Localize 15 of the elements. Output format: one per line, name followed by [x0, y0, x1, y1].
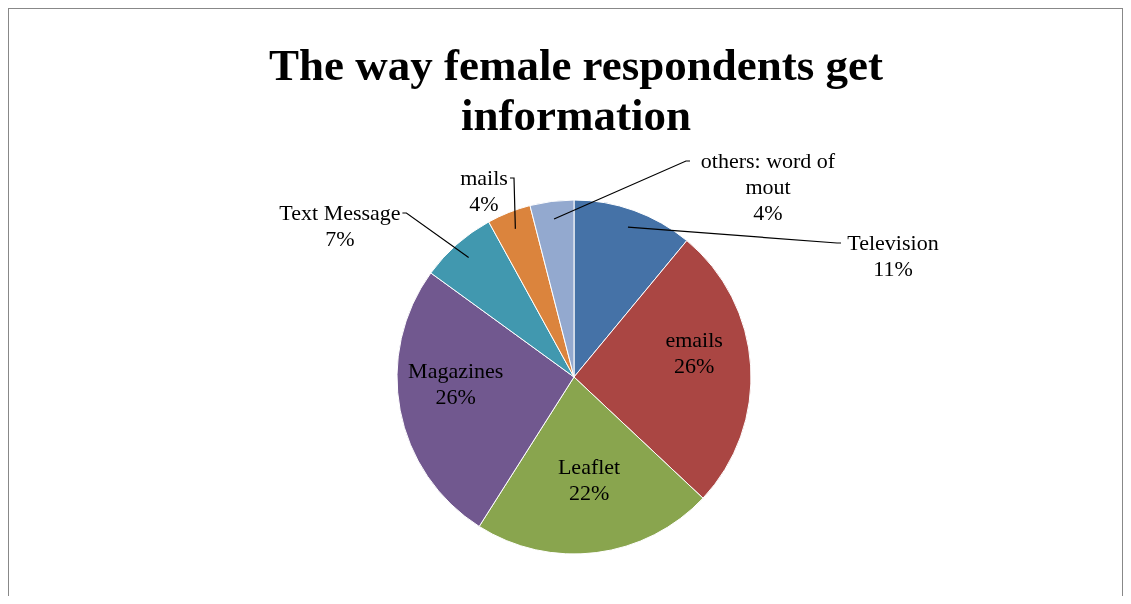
slice-label: others: word of mout — [700, 148, 836, 199]
slice-label: Text Message — [279, 200, 401, 225]
chart-title: The way female respondents get information — [268, 40, 884, 140]
slice-label: Television — [847, 230, 939, 255]
slice-label: Magazines — [408, 357, 504, 383]
slice-label: Leaflet — [557, 454, 621, 480]
data-label: 11% — [873, 256, 913, 281]
data-label: 22% — [568, 480, 610, 506]
data-label: 4% — [753, 200, 783, 225]
data-label: 26% — [435, 383, 476, 409]
slice-label: mails — [460, 165, 508, 190]
data-label: 4% — [469, 191, 499, 216]
data-label: 7% — [325, 226, 355, 251]
slice-label: emails — [665, 327, 723, 353]
data-label: 26% — [673, 353, 715, 379]
